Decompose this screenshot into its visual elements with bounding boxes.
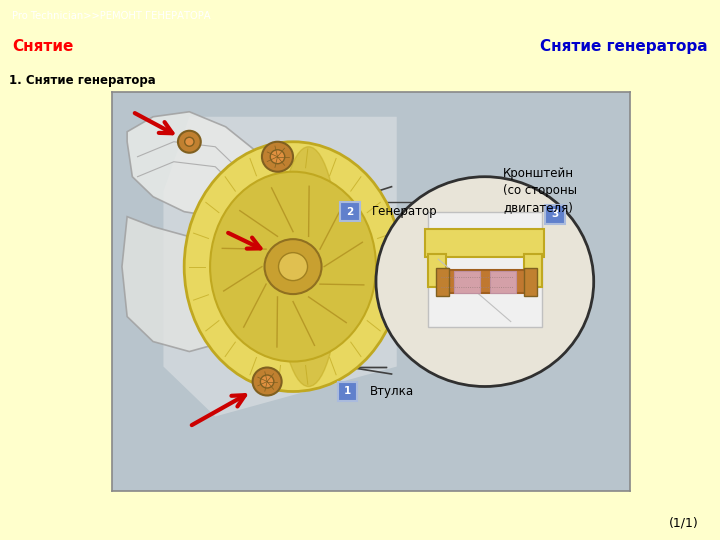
Bar [545,205,564,224]
Circle shape [185,137,194,146]
Bar [523,254,542,287]
Circle shape [270,150,284,164]
Circle shape [253,368,282,395]
Text: Генератор: Генератор [372,205,438,218]
Text: Снятие: Снятие [12,38,73,53]
Bar [490,271,516,293]
Circle shape [178,131,201,153]
Text: 1: 1 [344,387,351,396]
Text: (1/1): (1/1) [669,516,698,530]
Text: 1. Снятие генератора: 1. Снятие генератора [9,74,156,87]
Text: 3: 3 [552,209,559,219]
Text: Втулка: Втулка [370,385,414,398]
Ellipse shape [184,141,402,392]
Text: Снятие генератора: Снятие генератора [540,38,708,53]
Bar [438,271,531,293]
Circle shape [261,375,274,388]
Bar [428,254,446,287]
Circle shape [262,141,293,172]
Ellipse shape [210,172,376,362]
Circle shape [376,177,594,387]
Bar [426,229,544,256]
Text: Pro Technician>>РЕМОНТ ГЕНЕРАТОРА: Pro Technician>>РЕМОНТ ГЕНЕРАТОРА [12,11,211,21]
Circle shape [279,253,307,281]
Bar [454,271,480,293]
Polygon shape [122,217,267,352]
Bar [436,268,449,295]
Circle shape [264,239,322,294]
Text: Кронштейн
(со стороны
двигателя): Кронштейн (со стороны двигателя) [503,167,577,214]
Bar [523,268,536,295]
Ellipse shape [277,147,340,387]
Polygon shape [163,117,397,416]
Bar [338,382,357,401]
Polygon shape [127,112,267,217]
Text: 2: 2 [346,207,354,217]
Bar [428,212,542,327]
Bar [341,202,360,221]
